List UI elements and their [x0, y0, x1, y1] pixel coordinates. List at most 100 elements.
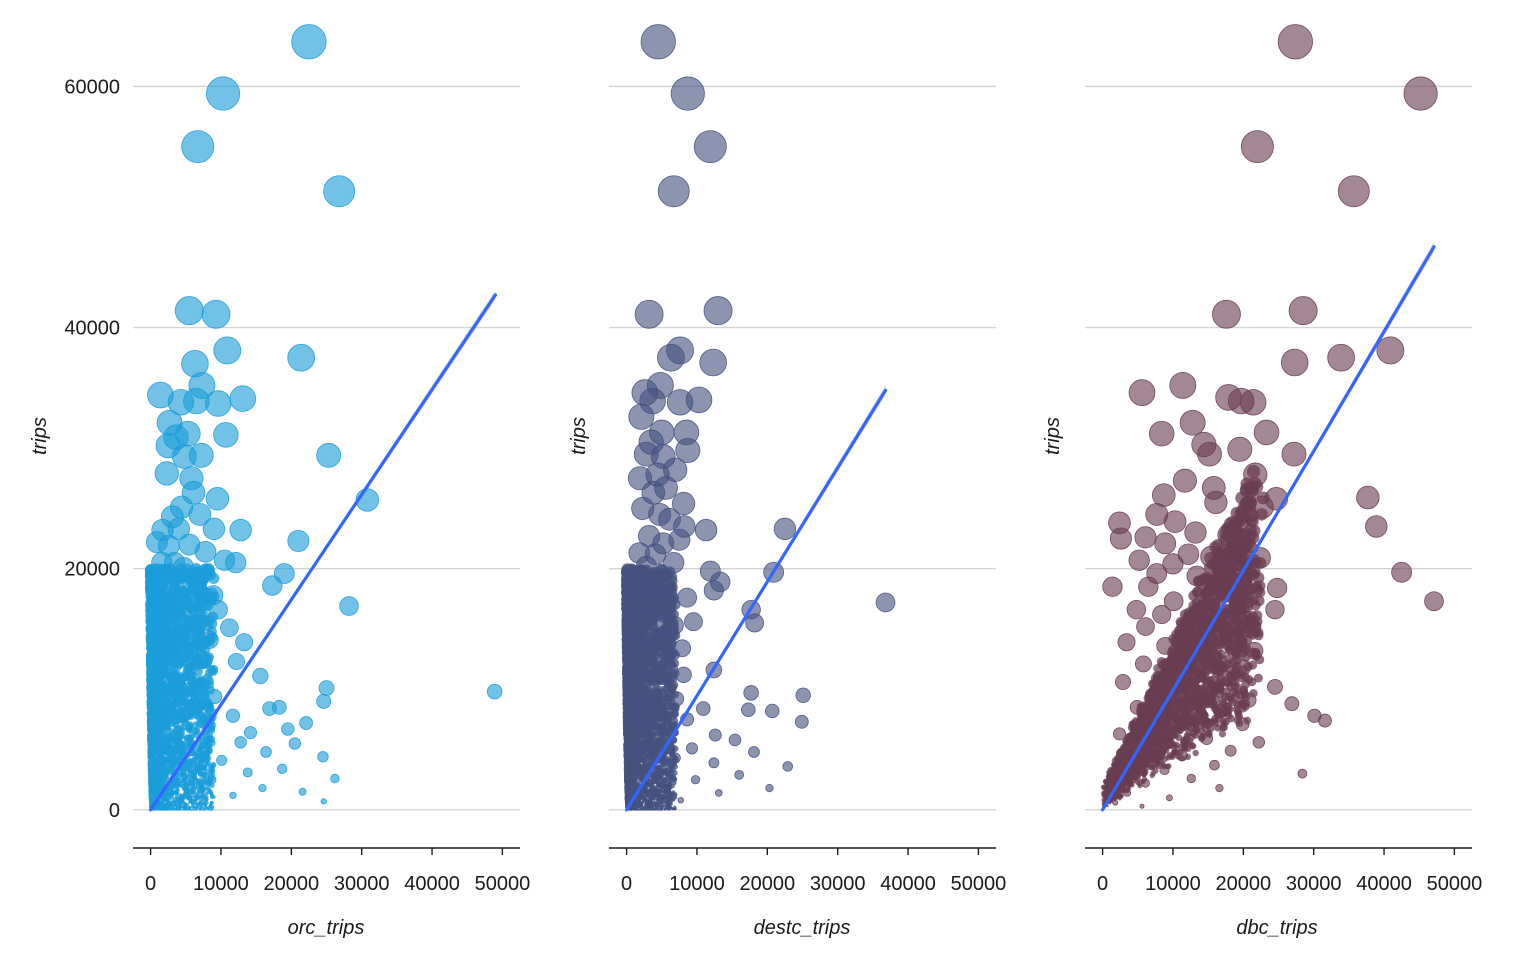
x-axis-title: orc_trips	[288, 917, 365, 939]
data-point	[208, 804, 212, 808]
data-point	[206, 704, 215, 713]
data-point	[196, 802, 200, 806]
data-point	[202, 808, 205, 811]
data-point	[191, 721, 200, 729]
data-point	[159, 745, 167, 753]
data-point	[161, 591, 182, 612]
data-point	[147, 731, 155, 739]
data-point	[208, 599, 228, 620]
data-point	[204, 805, 207, 809]
x-tick-label: 50000	[951, 873, 1007, 895]
data-point	[169, 675, 186, 692]
data-point	[317, 751, 329, 763]
data-point	[659, 808, 662, 811]
data-point	[159, 808, 162, 811]
data-point	[252, 667, 269, 685]
data-point	[191, 802, 195, 806]
data-point	[182, 775, 188, 781]
panel-destc-marks: 0 10000 20000 30000 40000 50000	[609, 24, 1007, 895]
data-point	[193, 667, 203, 677]
data-point	[156, 783, 162, 789]
data-point	[148, 642, 158, 653]
data-point	[316, 693, 332, 709]
data-point	[181, 718, 189, 727]
data-point	[154, 461, 179, 486]
data-point	[243, 726, 258, 740]
data-point	[194, 541, 217, 563]
data-point	[188, 808, 191, 811]
data-point	[199, 698, 208, 707]
x-tick-label: 10000	[669, 873, 725, 895]
data-point	[277, 763, 288, 774]
data-point	[173, 790, 178, 795]
data-point	[211, 795, 216, 799]
data-point	[210, 808, 212, 811]
data-point	[174, 808, 177, 811]
data-point	[156, 609, 176, 629]
data-point	[330, 773, 340, 784]
data-point	[165, 807, 168, 811]
panel-destc: 0 10000 20000 30000 40000 50000 trips destc_t…	[568, 24, 1007, 939]
data-point	[188, 566, 210, 588]
data-point	[178, 783, 184, 788]
data-point	[167, 719, 175, 728]
data-point	[229, 385, 257, 412]
y-tick-label: 0	[109, 800, 120, 822]
data-point	[188, 795, 196, 803]
data-point	[262, 575, 283, 596]
data-point	[208, 808, 211, 811]
data-point	[206, 688, 223, 705]
data-point	[186, 590, 198, 602]
data-point	[666, 709, 675, 718]
data-point	[654, 808, 657, 811]
data-point	[160, 775, 166, 781]
data-point	[203, 735, 211, 743]
data-point	[206, 76, 241, 111]
data-point	[229, 518, 252, 542]
data-point	[157, 751, 164, 758]
x-tick-label: 0	[145, 873, 156, 895]
data-point	[147, 721, 155, 729]
x-tick-label: 30000	[334, 873, 390, 895]
x-tick-label: 20000	[264, 873, 320, 895]
x-tick-label: 40000	[880, 873, 936, 895]
data-point	[182, 806, 185, 810]
data-point	[181, 130, 215, 164]
data-point	[171, 628, 190, 647]
y-tick-label: 60000	[64, 76, 120, 98]
data-point	[225, 552, 247, 574]
data-point	[185, 602, 197, 614]
data-point	[179, 706, 194, 721]
data-point	[201, 299, 231, 329]
data-point	[216, 754, 228, 766]
data-point	[203, 796, 208, 801]
data-point	[171, 797, 176, 801]
data-point	[229, 791, 237, 799]
data-point	[164, 750, 172, 757]
data-point	[211, 804, 215, 808]
data-point	[149, 708, 158, 717]
x-tick-label: 50000	[475, 873, 531, 895]
data-point	[156, 698, 172, 714]
data-point	[183, 793, 188, 798]
data-point	[288, 737, 301, 750]
x-tick-label: 10000	[193, 873, 249, 895]
data-point	[202, 517, 226, 541]
data-point	[205, 808, 207, 811]
data-point	[173, 800, 179, 807]
x-tick-label: 0	[621, 873, 632, 895]
data-point	[149, 785, 154, 791]
data-point	[169, 800, 173, 804]
data-point	[186, 807, 189, 811]
data-point	[166, 795, 171, 800]
data-point	[654, 804, 658, 808]
data-point	[189, 695, 199, 704]
data-point	[671, 776, 677, 782]
data-point	[162, 794, 167, 799]
data-point	[148, 749, 155, 756]
data-point	[199, 804, 203, 808]
data-point	[161, 767, 167, 774]
data-point	[190, 678, 207, 695]
data-point	[205, 487, 230, 511]
